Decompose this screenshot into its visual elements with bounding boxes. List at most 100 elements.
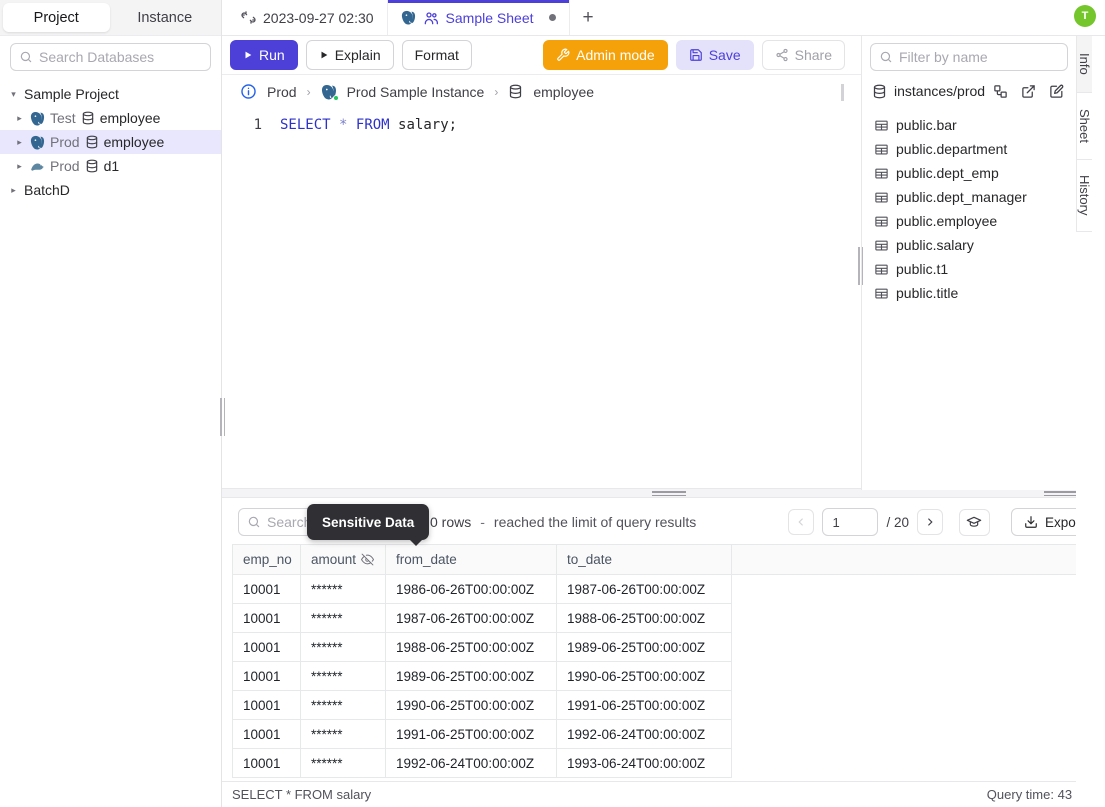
share-button[interactable]: Share <box>761 40 845 70</box>
environment-label: Test <box>50 110 76 126</box>
page-number-input[interactable] <box>822 508 879 536</box>
admin-mode-button[interactable]: Admin mode <box>543 40 668 70</box>
table-row[interactable]: 10001 ****** 1989-06-25T00:00:00Z 1990-06-2… <box>232 661 1098 691</box>
avatar[interactable]: T <box>1074 5 1096 27</box>
table-row[interactable]: 10001 ****** 1991-06-25T00:00:00Z 1992-06-2… <box>232 719 1098 749</box>
unsaved-indicator-dot <box>548 14 556 21</box>
sheet-tab-sample-sheet[interactable]: Sample Sheet <box>387 0 570 35</box>
tree-item-test-employee[interactable]: ▸ Test employee <box>0 106 221 130</box>
external-link-icon[interactable] <box>1021 84 1036 99</box>
tab-info[interactable]: Info <box>1076 36 1092 93</box>
database-label: d1 <box>103 158 120 174</box>
table-header-row: emp_no amount from_date to_date <box>232 544 1097 575</box>
column-header-amount[interactable]: amount <box>300 544 386 575</box>
table-list-item[interactable]: public.dept_emp <box>862 161 1076 185</box>
environment-label: Prod <box>50 134 80 150</box>
column-header-from-date[interactable]: from_date <box>385 544 557 575</box>
next-page-button[interactable] <box>916 509 943 535</box>
sql-code-line[interactable]: SELECT * FROM salary; <box>280 117 458 133</box>
database-icon <box>81 111 95 125</box>
masking-mode-button[interactable] <box>958 508 990 536</box>
right-tab-strip: Info Sheet History <box>1076 36 1105 807</box>
database-search-input[interactable] <box>39 49 202 65</box>
tab-history[interactable]: History <box>1076 160 1092 232</box>
connection-path: instances/prod <box>894 83 986 99</box>
sheet-tab-adhoc[interactable]: 2023-09-27 02:30 <box>228 0 388 35</box>
table-row[interactable]: 10001 ****** 1988-06-25T00:00:00Z 1989-06-2… <box>232 632 1098 662</box>
sql-editor[interactable]: 1 SELECT * FROM salary; <box>222 108 861 488</box>
add-sheet-tab-button[interactable]: + <box>582 6 594 28</box>
sheet-tab-label: 2023-09-27 02:30 <box>263 9 374 26</box>
executed-query-text: SELECT * FROM salary <box>232 787 372 802</box>
play-icon <box>319 50 329 60</box>
column-header-emp-no[interactable]: emp_no <box>232 544 301 575</box>
table-icon <box>874 214 889 229</box>
table-row[interactable]: 10001 ****** 1987-06-26T00:00:00Z 1988-06-2… <box>232 603 1098 633</box>
table-list-item[interactable]: public.employee <box>862 209 1076 233</box>
search-icon <box>879 50 893 64</box>
table-filter-input[interactable] <box>899 49 1059 65</box>
table-list-item[interactable]: public.dept_manager <box>862 185 1076 209</box>
divider-grip[interactable] <box>1044 491 1078 498</box>
table-row[interactable]: 10001 ****** 1992-06-24T00:00:00Z 1993-06-2… <box>232 748 1098 778</box>
schema-diagram-icon[interactable] <box>993 84 1008 99</box>
explain-button[interactable]: Explain <box>305 40 394 70</box>
tree-item-sample-project[interactable]: ▾ Sample Project <box>0 82 221 106</box>
breadcrumb-environment[interactable]: Prod <box>267 83 297 100</box>
run-button[interactable]: Run <box>230 40 298 70</box>
table-row[interactable]: 10001 ****** 1990-06-25T00:00:00Z 1991-06-2… <box>232 690 1098 720</box>
save-button[interactable]: Save <box>675 40 754 70</box>
tab-project[interactable]: Project <box>3 3 110 32</box>
tree-item-prod-d1[interactable]: ▸ Prod d1 <box>0 154 221 178</box>
search-icon <box>19 50 33 64</box>
table-icon <box>874 142 889 157</box>
chevron-down-icon[interactable]: ▾ <box>11 88 16 99</box>
prev-page-button[interactable] <box>788 509 815 535</box>
table-filter-box[interactable] <box>870 43 1068 71</box>
rows-count: 0 rows <box>430 514 472 530</box>
sidebar-tab-switcher: Project Instance <box>0 0 221 36</box>
pagination: / 20 Export <box>788 508 1097 536</box>
sheet-tab-label: Sample Sheet <box>445 9 534 26</box>
page-total: / 20 <box>886 514 909 530</box>
chevron-right-icon[interactable]: ▸ <box>11 184 16 195</box>
table-row[interactable]: 10001 ****** 1986-06-26T00:00:00Z 1987-06-2… <box>232 574 1098 604</box>
database-icon <box>508 84 523 99</box>
tree-item-batchd[interactable]: ▸ BatchD <box>0 178 221 202</box>
tab-instance[interactable]: Instance <box>137 9 193 26</box>
table-list-item[interactable]: public.bar <box>862 113 1076 137</box>
tree-item-prod-employee-selected[interactable]: ▸ Prod employee <box>0 130 221 154</box>
sidebar-resize-handle[interactable] <box>220 398 225 436</box>
chevron-right-icon[interactable]: ▸ <box>17 112 22 123</box>
column-header-to-date[interactable]: to_date <box>556 544 732 575</box>
save-icon <box>689 48 703 62</box>
divider-grip[interactable] <box>652 491 686 498</box>
chevron-right-icon[interactable]: ▸ <box>17 160 22 171</box>
chevron-right-icon[interactable]: ▸ <box>17 136 22 147</box>
editor-scrollbar-thumb[interactable] <box>841 84 844 101</box>
schema-panel: instances/prod public.bar public.d <box>858 36 1076 490</box>
postgres-icon <box>30 111 45 126</box>
breadcrumb-database[interactable]: employee <box>533 83 595 100</box>
header-filler <box>731 544 1097 575</box>
info-icon[interactable] <box>240 83 257 100</box>
database-search-box[interactable] <box>10 43 211 71</box>
database-label: employee <box>99 110 161 126</box>
limit-message: reached the limit of query results <box>493 514 697 530</box>
table-list-item[interactable]: public.salary <box>862 233 1076 257</box>
table-list-item[interactable]: public.department <box>862 137 1076 161</box>
breadcrumb-instance[interactable]: Prod Sample Instance <box>346 83 485 100</box>
postgres-icon <box>321 84 339 101</box>
unlink-icon <box>241 10 256 25</box>
table-list-item[interactable]: public.title <box>862 281 1076 305</box>
table-icon <box>874 118 889 133</box>
results-resize-divider[interactable] <box>222 488 1105 498</box>
table-icon <box>874 190 889 205</box>
tab-sheet[interactable]: Sheet <box>1076 93 1092 160</box>
panel-resize-handle[interactable] <box>858 247 863 285</box>
edit-icon[interactable] <box>1049 84 1064 99</box>
table-list-item[interactable]: public.t1 <box>862 257 1076 281</box>
search-icon <box>247 515 261 529</box>
format-button[interactable]: Format <box>401 40 472 70</box>
